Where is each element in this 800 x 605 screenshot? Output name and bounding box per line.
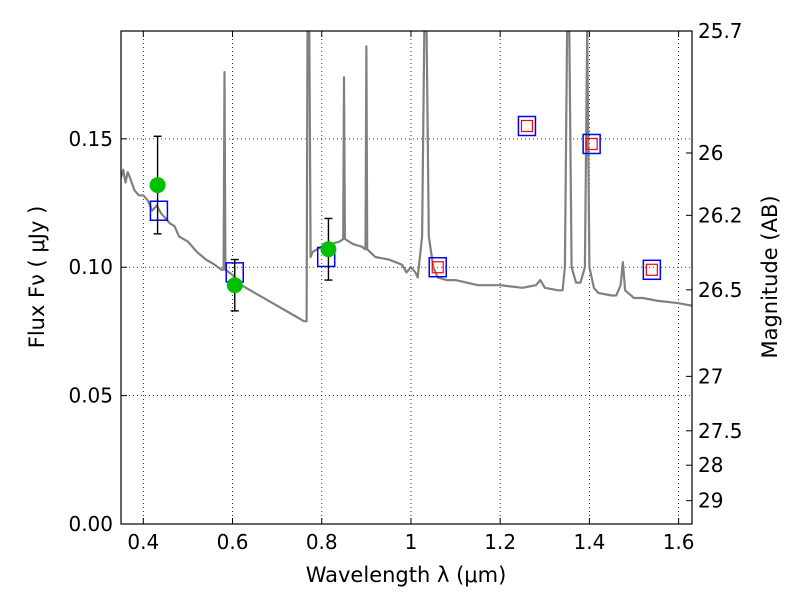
- y2-tick-label: 26: [698, 141, 723, 165]
- model-square-marker: [428, 256, 447, 278]
- model-square-marker: [582, 133, 601, 155]
- x-axis-title: Wavelength λ (μm): [306, 563, 507, 587]
- y2-tick-label: 26.2: [698, 203, 743, 227]
- x-tick-label: 0.8: [306, 530, 338, 554]
- x-tick-label: 1.6: [663, 530, 695, 554]
- y-tick-label: 0.05: [68, 384, 113, 408]
- grid-lines: [121, 31, 692, 524]
- observed-flux-point: [226, 277, 243, 294]
- x-tick-label: 0.4: [127, 530, 159, 554]
- axis-ticks: 0.4 0.6 0.8 1 1.2 1.4 1.6 0.00 0.05 0.10 0.15 25.7 2…: [68, 19, 742, 554]
- plot-frame: [120, 30, 693, 525]
- x-tick-label: 1: [405, 530, 418, 554]
- y2-tick-label: 26.5: [698, 278, 743, 302]
- upper-limit-square-marker: [585, 137, 598, 151]
- x-tick-label: 0.6: [217, 530, 249, 554]
- spectrum-line: [121, 31, 692, 323]
- y2-tick-label: 27: [698, 364, 723, 388]
- observed-flux-point: [320, 241, 337, 258]
- upper-limit-square-marker: [431, 261, 444, 274]
- y2-tick-label: 25.7: [698, 19, 743, 43]
- y-tick-label: 0.00: [68, 512, 113, 536]
- y2-axis-title: Magnitude (AB): [758, 195, 782, 358]
- y-axis-title: Flux Fν ( μJy ): [25, 206, 49, 349]
- model-square-marker: [642, 259, 662, 281]
- x-tick-label: 1.4: [573, 530, 605, 554]
- y-tick-label: 0.10: [68, 255, 113, 279]
- model-square-marker: [149, 200, 169, 221]
- y2-tick-label: 28: [698, 453, 723, 477]
- x-tick-label: 1.2: [484, 530, 516, 554]
- upper-limit-square-marker: [520, 119, 534, 133]
- y-tick-label: 0.15: [68, 127, 113, 151]
- model-square-marker: [517, 115, 537, 137]
- y2-tick-label: 29: [698, 489, 723, 513]
- observed-flux-point: [149, 177, 166, 194]
- y2-tick-label: 27.5: [698, 419, 743, 443]
- upper-limit-square-marker: [645, 263, 658, 276]
- plot-area: [121, 31, 692, 323]
